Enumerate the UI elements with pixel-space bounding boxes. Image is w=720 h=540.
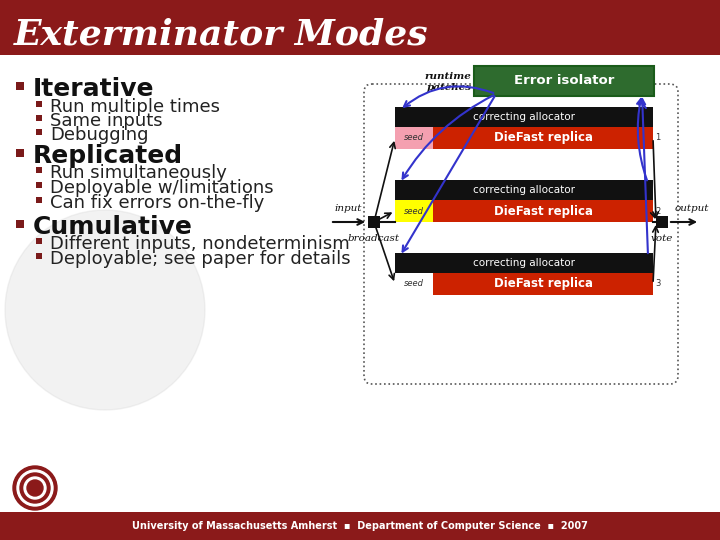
Text: seed: seed: [404, 280, 424, 288]
Bar: [395, 253, 653, 273]
Circle shape: [17, 470, 53, 506]
Bar: [395, 107, 653, 127]
Text: runtime
patches: runtime patches: [425, 72, 472, 92]
Text: Replicated: Replicated: [33, 144, 183, 168]
Text: vote: vote: [651, 234, 673, 243]
Bar: [0, 0, 720, 55]
Text: output: output: [675, 204, 709, 213]
Bar: [16, 220, 24, 228]
Bar: [395, 127, 433, 149]
Bar: [433, 127, 653, 149]
Circle shape: [27, 480, 43, 496]
Circle shape: [13, 466, 57, 510]
Text: Can fix errors on-the-fly: Can fix errors on-the-fly: [50, 194, 264, 212]
Text: University of Massachusetts Amherst  ▪  Department of Computer Science  ▪  2007: University of Massachusetts Amherst ▪ De…: [132, 521, 588, 531]
Text: 2: 2: [655, 206, 660, 215]
Text: Deployable; see paper for details: Deployable; see paper for details: [50, 250, 351, 268]
Bar: [395, 200, 433, 222]
Bar: [395, 180, 653, 200]
FancyBboxPatch shape: [474, 66, 654, 96]
Bar: [36, 182, 42, 188]
Text: 1: 1: [655, 133, 660, 143]
Text: Error isolator: Error isolator: [514, 75, 614, 87]
Text: correcting allocator: correcting allocator: [473, 185, 575, 195]
Circle shape: [24, 477, 46, 499]
Bar: [36, 101, 42, 107]
Bar: [368, 216, 380, 228]
Text: broadcast: broadcast: [348, 234, 400, 243]
Text: 3: 3: [655, 280, 660, 288]
Text: correcting allocator: correcting allocator: [473, 112, 575, 122]
Text: seed: seed: [404, 133, 424, 143]
Bar: [16, 149, 24, 157]
Text: Run simultaneously: Run simultaneously: [50, 164, 227, 182]
Text: Different inputs, nondeterminism: Different inputs, nondeterminism: [50, 235, 350, 253]
Circle shape: [5, 210, 205, 410]
Circle shape: [20, 473, 50, 503]
Bar: [656, 216, 668, 228]
Text: DieFast replica: DieFast replica: [493, 132, 593, 145]
Bar: [36, 129, 42, 135]
Bar: [395, 273, 433, 295]
Bar: [36, 197, 42, 203]
Bar: [0, 512, 720, 540]
Text: Iterative: Iterative: [33, 77, 155, 101]
Text: Debugging: Debugging: [50, 126, 148, 144]
Text: DieFast replica: DieFast replica: [493, 205, 593, 218]
Text: Run multiple times: Run multiple times: [50, 98, 220, 116]
Text: DieFast replica: DieFast replica: [493, 278, 593, 291]
Text: seed: seed: [404, 206, 424, 215]
Text: Exterminator Modes: Exterminator Modes: [14, 17, 428, 51]
Text: Cumulative: Cumulative: [33, 215, 193, 239]
Text: input: input: [334, 204, 361, 213]
Bar: [36, 115, 42, 121]
Bar: [16, 82, 24, 90]
Text: Deployable w/limitations: Deployable w/limitations: [50, 179, 274, 197]
Bar: [36, 238, 42, 244]
Text: Same inputs: Same inputs: [50, 112, 163, 130]
Bar: [36, 167, 42, 173]
Bar: [36, 253, 42, 259]
Text: correcting allocator: correcting allocator: [473, 258, 575, 268]
Bar: [433, 273, 653, 295]
Bar: [433, 200, 653, 222]
